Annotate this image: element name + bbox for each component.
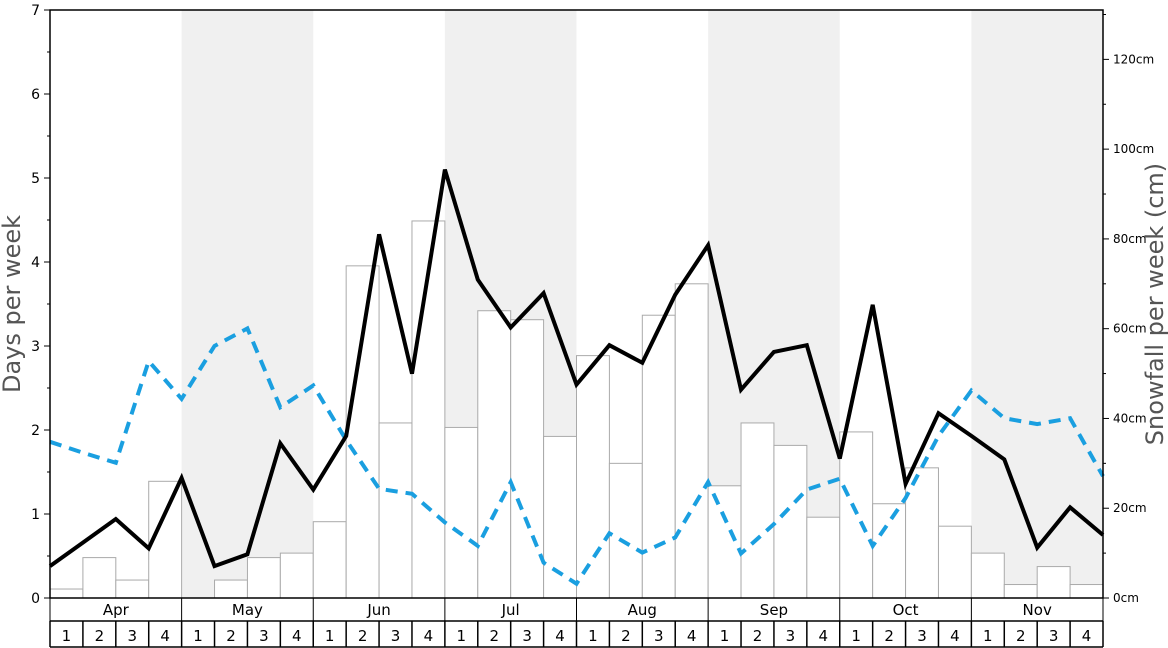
snowfall-bar xyxy=(937,525,972,599)
week-label: 1 xyxy=(983,627,993,645)
snowfall-bar xyxy=(806,516,841,599)
left-tick-label: 3 xyxy=(31,339,40,355)
week-label: 3 xyxy=(1049,627,1059,645)
week-label: 4 xyxy=(687,627,697,645)
snowfall-bars xyxy=(49,220,1104,599)
right-tick-label: 100cm xyxy=(1113,142,1154,156)
week-label: 2 xyxy=(1016,627,1026,645)
snowfall-bar xyxy=(839,431,874,599)
snowfall-bar xyxy=(740,422,775,599)
week-label: 3 xyxy=(917,627,927,645)
day-lines xyxy=(48,169,1105,587)
month-label-jul: Jul xyxy=(501,601,520,619)
week-label: 3 xyxy=(127,627,137,645)
snowfall-bar xyxy=(214,579,248,599)
week-label: 3 xyxy=(259,627,269,645)
month-label-sep: Sep xyxy=(760,601,788,619)
week-label: 3 xyxy=(786,627,796,645)
y-axis-right-title: Snowfall per week (cm) xyxy=(1141,163,1168,445)
right-tick-label: 20cm xyxy=(1113,501,1147,515)
snowfall-bar xyxy=(576,355,610,599)
week-label: 4 xyxy=(424,627,434,645)
month-label-aug: Aug xyxy=(628,601,657,619)
left-tick-label: 6 xyxy=(31,87,40,103)
week-label: 2 xyxy=(621,627,631,645)
y-axis-left-title: Days per week xyxy=(0,215,26,393)
week-label: 4 xyxy=(555,627,565,645)
snowfall-bar xyxy=(608,462,643,599)
snowfall-bar xyxy=(345,265,380,599)
left-tick-label: 0 xyxy=(31,591,40,607)
snowfall-bar xyxy=(378,422,413,599)
week-label: 4 xyxy=(160,627,170,645)
snowfall-bar xyxy=(773,444,808,599)
snowfall-bar xyxy=(444,426,479,599)
week-label: 1 xyxy=(851,627,861,645)
right-tick-label: 80cm xyxy=(1113,232,1147,246)
week-label: 2 xyxy=(753,627,763,645)
week-label: 4 xyxy=(1082,627,1092,645)
week-label: 3 xyxy=(654,627,664,645)
month-shade-may xyxy=(181,10,314,598)
week-label: 2 xyxy=(95,627,105,645)
left-tick-label: 7 xyxy=(31,3,40,19)
left-tick-label: 4 xyxy=(31,255,40,271)
snowfall-bar xyxy=(246,557,281,599)
snowfall-bar xyxy=(674,283,709,599)
snowfall-bar xyxy=(82,557,117,599)
right-tick-label: 40cm xyxy=(1113,411,1147,425)
week-label: 1 xyxy=(325,627,335,645)
snowfall-bar xyxy=(641,314,676,599)
right-tick-label: 0cm xyxy=(1113,591,1139,605)
snowfall-bar xyxy=(1036,566,1071,599)
left-tick-label: 5 xyxy=(31,171,40,187)
week-label: 2 xyxy=(358,627,368,645)
snowfall-bar xyxy=(707,485,742,599)
month-shade-nov xyxy=(971,10,1103,598)
right-tick-label: 120cm xyxy=(1113,52,1154,66)
week-label: 4 xyxy=(292,627,302,645)
snowfall-bar xyxy=(905,467,939,599)
snowfall-bar xyxy=(477,310,512,599)
week-label: 2 xyxy=(884,627,894,645)
month-shading xyxy=(181,10,1103,598)
snowfall-bar xyxy=(312,521,347,599)
snowfall-bar xyxy=(49,588,84,599)
week-label: 3 xyxy=(391,627,401,645)
snowfall-bar xyxy=(115,579,150,599)
week-label: 4 xyxy=(950,627,960,645)
week-label: 1 xyxy=(457,627,467,645)
solid-days-line xyxy=(48,169,1105,569)
snowfall-bar xyxy=(1069,584,1104,599)
snowfall-bar xyxy=(510,319,545,599)
week-label: 2 xyxy=(489,627,499,645)
week-label: 1 xyxy=(588,627,598,645)
snowfall-bar xyxy=(1003,584,1038,599)
month-label-jun: Jun xyxy=(366,601,390,619)
left-tick-label: 1 xyxy=(31,507,40,523)
week-label: 1 xyxy=(62,627,72,645)
left-tick-label: 2 xyxy=(31,423,40,439)
month-label-apr: Apr xyxy=(103,601,130,619)
week-label: 2 xyxy=(226,627,236,645)
week-label: 3 xyxy=(522,627,532,645)
month-label-nov: Nov xyxy=(1023,601,1052,619)
x-categories: Apr May Jun Jul Aug Sep Oct Nov 1 2 3 4 1 2 3 4 1 2 3 4 1 2 3 4… xyxy=(49,598,1104,648)
month-label-oct: Oct xyxy=(893,601,919,619)
snowfall-bar xyxy=(970,552,1005,599)
right-tick-label: 60cm xyxy=(1113,322,1147,336)
week-label: 1 xyxy=(193,627,203,645)
month-label-may: May xyxy=(232,601,263,619)
dashed-days-line xyxy=(49,325,1105,587)
snowfall-bar xyxy=(279,552,314,599)
week-label: 4 xyxy=(819,627,829,645)
snowfall-bar xyxy=(872,503,907,599)
week-label: 1 xyxy=(720,627,730,645)
